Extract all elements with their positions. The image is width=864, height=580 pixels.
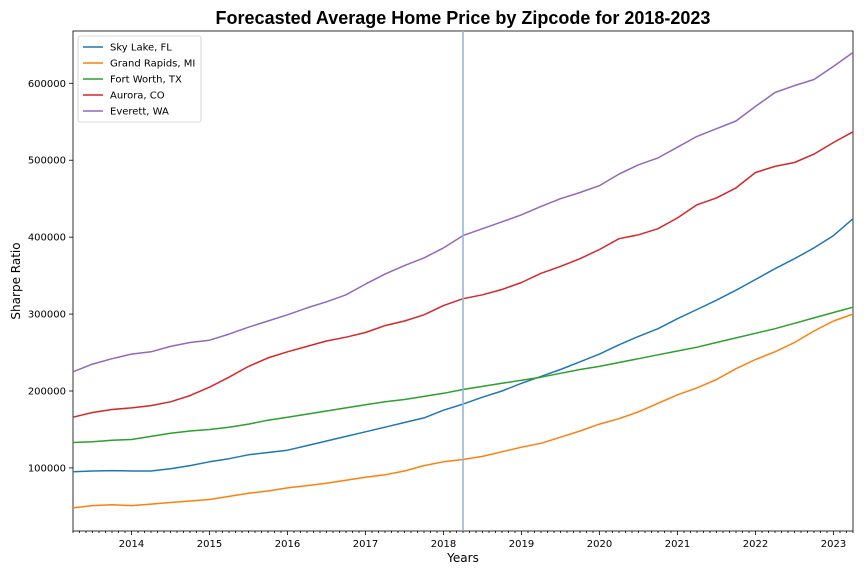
x-tick-label: 2017 xyxy=(353,539,378,550)
x-tick-label: 2021 xyxy=(665,539,690,550)
legend-label: Aurora, CO xyxy=(110,91,165,102)
x-tick-label: 2018 xyxy=(431,539,456,550)
x-tick-label: 2019 xyxy=(509,539,534,550)
y-tick-label: 500000 xyxy=(28,156,66,167)
y-tick-label: 300000 xyxy=(28,310,66,321)
y-axis: 100000 200000 300000 400000 500000 600000 xyxy=(28,79,73,474)
y-tick-label: 600000 xyxy=(28,79,66,90)
x-tick-label: 2016 xyxy=(275,539,300,550)
x-tick-label: 2023 xyxy=(821,539,846,550)
legend-label: Fort Worth, TX xyxy=(110,75,182,86)
y-tick-label: 200000 xyxy=(28,387,66,398)
x-axis-label: Years xyxy=(446,551,479,565)
legend: Sky Lake, FL Grand Rapids, MI Fort Worth, … xyxy=(77,35,202,123)
legend-label: Everett, WA xyxy=(110,107,169,118)
y-axis-label: Sharpe Ratio xyxy=(9,242,23,319)
x-tick-label: 2022 xyxy=(743,539,768,550)
y-tick-label: 400000 xyxy=(28,233,66,244)
chart-title: Forecasted Average Home Price by Zipcode… xyxy=(216,8,711,28)
y-tick-label: 100000 xyxy=(28,463,66,474)
x-tick-label: 2014 xyxy=(119,539,144,550)
legend-box xyxy=(77,35,202,123)
x-tick-label: 2020 xyxy=(587,539,612,550)
series-group xyxy=(72,31,854,531)
legend-label: Sky Lake, FL xyxy=(110,43,172,54)
x-tick-label: 2015 xyxy=(197,539,222,550)
legend-label: Grand Rapids, MI xyxy=(110,59,195,70)
x-axis: 2014 2015 2016 2017 2018 2019 2020 2021 2022 2023 xyxy=(72,531,854,550)
